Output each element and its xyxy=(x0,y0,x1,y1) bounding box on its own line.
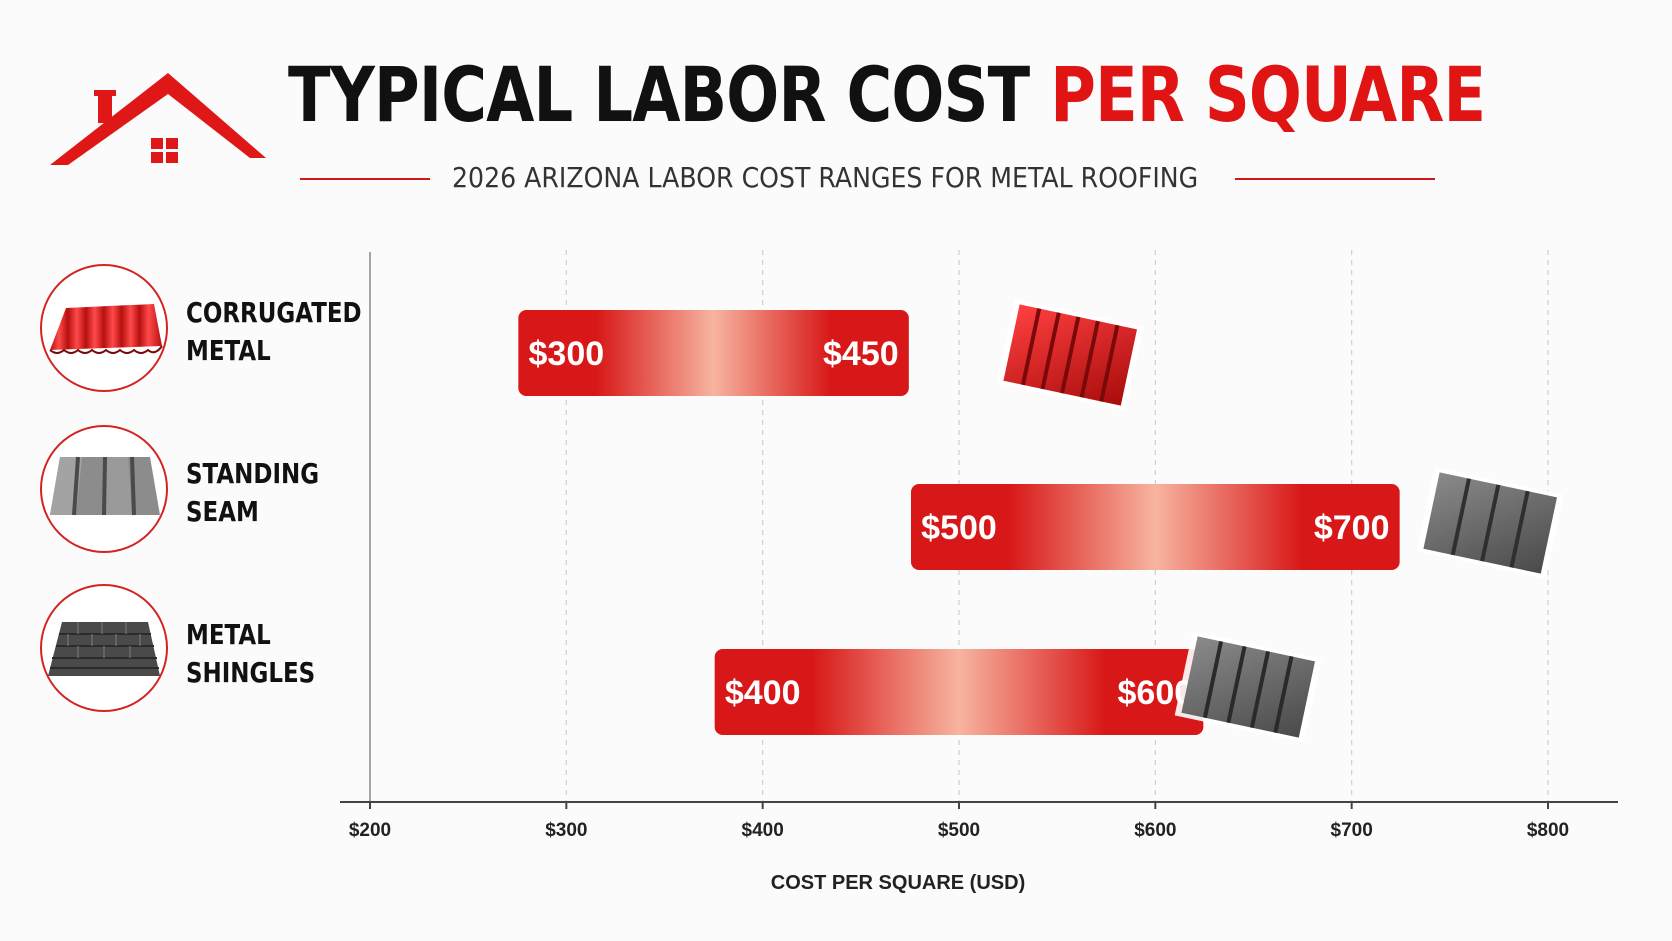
subtitle-row: 2026 ARIZONA LABOR COST RANGES FOR METAL… xyxy=(300,158,1435,198)
corrugated-metal-icon xyxy=(40,264,168,392)
x-tick-label: $600 xyxy=(1134,820,1176,841)
x-tick-label: $300 xyxy=(545,820,587,841)
title-accent: PER SQUARE xyxy=(1050,50,1486,139)
metal-shingle-panel-icon xyxy=(1174,631,1322,743)
category-label-standing-seam: STANDING SEAM xyxy=(186,457,320,528)
subtitle-divider-left xyxy=(300,178,430,180)
title-main: TYPICAL LABOR COST xyxy=(288,50,1030,139)
category-label-corrugated: CORRUGATED METAL xyxy=(186,296,362,367)
bar-low-label: $500 xyxy=(921,509,997,547)
bar-high-label: $450 xyxy=(823,335,899,373)
range-bar xyxy=(911,484,1400,570)
category-label-shingles: METAL SHINGLES xyxy=(186,618,316,689)
subtitle-divider-right xyxy=(1235,178,1435,180)
metal-shingles-icon xyxy=(40,584,168,712)
range-bar xyxy=(518,310,909,396)
x-tick-label: $500 xyxy=(938,820,980,841)
x-tick-label: $400 xyxy=(742,820,784,841)
subtitle: 2026 ARIZONA LABOR COST RANGES FOR METAL… xyxy=(452,161,1199,194)
standing-seam-panel-icon xyxy=(1416,467,1564,579)
standing-seam-icon xyxy=(40,425,168,553)
house-roof-icon xyxy=(50,73,266,165)
x-tick-label: $800 xyxy=(1527,820,1569,841)
bar-high-label: $700 xyxy=(1314,509,1390,547)
bar-low-label: $300 xyxy=(529,335,605,373)
x-axis-title: COST PER SQUARE (USD) xyxy=(771,872,1025,894)
x-tick-label: $700 xyxy=(1331,820,1373,841)
page-title: TYPICAL LABOR COST PER SQUARE xyxy=(288,40,1486,150)
range-bar xyxy=(714,649,1204,735)
bar-low-label: $400 xyxy=(725,674,801,712)
x-tick-label: $200 xyxy=(349,820,391,841)
corrugated-panel-icon xyxy=(996,299,1144,411)
